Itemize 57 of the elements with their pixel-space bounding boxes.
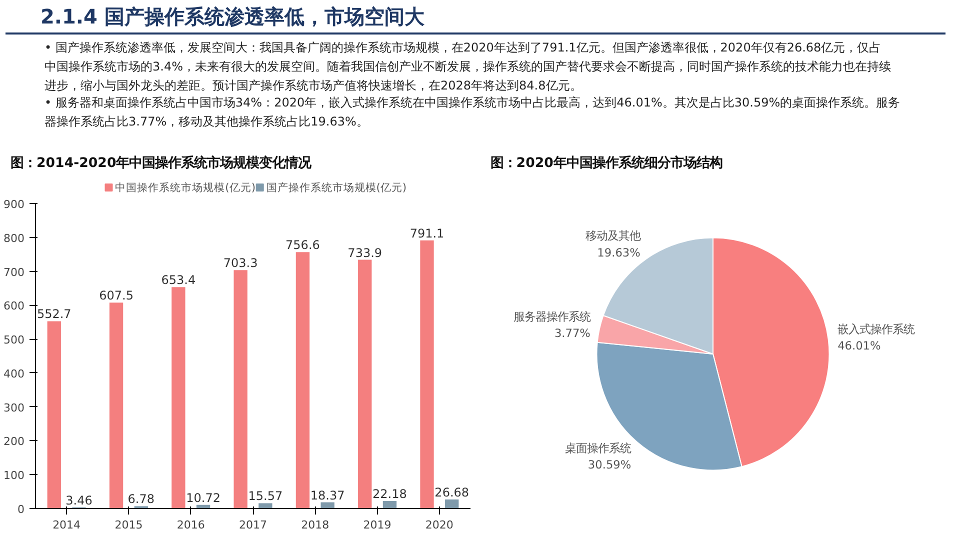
text: • 服务器和桌面操作系统占中国市场34%：2020年，嵌入式操作系统在中国操作系统市场中占比最高，达到46.01%。其次是占比30.59%的桌面操作系统。服务器操作系统占比3.77%，移动及其他操作系统占比19.63%。 — [44, 96, 900, 128]
data-label: 18.37 — [310, 488, 345, 502]
data-label: 756.6 — [286, 238, 320, 252]
x-tick-label: 2015 — [114, 518, 143, 532]
data-label: 22.18 — [372, 486, 407, 501]
data-label: 10.72 — [186, 490, 220, 505]
data-label: 733.9 — [348, 246, 382, 260]
chart-title: 图：2020年中国操作系统细分市场结构 — [490, 155, 722, 171]
data-label: 552.7 — [36, 307, 72, 322]
x-tick-label: 2016 — [176, 518, 205, 532]
slice-label: 服务器操作系统 — [513, 309, 590, 324]
slice-label: 移动及其他 — [585, 228, 640, 243]
y-tick-label: 200 — [4, 435, 25, 448]
data-label: 3.77% — [554, 326, 591, 340]
bar — [358, 260, 372, 508]
y-tick-label: 700 — [4, 266, 25, 279]
y-tick-label: 300 — [4, 401, 25, 414]
bar — [109, 302, 124, 508]
text: • 国产操作系统渗透率低，发展空间大：我国具备广阔的操作系统市场规模，在2020年达到了791.1亿元。但国产渗透率很低，2020年仅有26.68亿元，仅占中国操作系统市场的3.4%，未来有很大的发展空间。随着我国信创产业不断发展，操作系统的国产替代要求会不断提高，同时国产操作系统的技术能力也在持续进步，缩小与国外龙头的差距。预计国产操作系统市场产值将快速增长，在2028年将达到84.8亿元。 — [44, 40, 891, 92]
bar — [296, 252, 310, 508]
x-tick-label: 2017 — [239, 518, 268, 532]
y-tick-label: 100 — [4, 469, 25, 482]
bar — [47, 321, 61, 508]
chart-title: 图：2014-2020年中国操作系统市场规模变化情况 — [10, 155, 312, 171]
x-tick-label: 2019 — [363, 518, 392, 532]
slice-label: 桌面操作系统 — [565, 440, 632, 455]
bar — [420, 240, 434, 508]
data-label: 607.5 — [99, 288, 134, 303]
x-tick-label: 2018 — [301, 518, 330, 532]
data-label: 19.63% — [597, 245, 641, 260]
y-tick-label: 600 — [4, 300, 25, 313]
bar — [234, 270, 248, 508]
slice-label: 嵌入式操作系统 — [838, 322, 915, 336]
data-label: 703.3 — [223, 256, 258, 270]
x-tick-label: 2020 — [425, 518, 454, 532]
data-label: 791.1 — [410, 226, 444, 240]
bar — [320, 502, 334, 508]
bar — [445, 499, 459, 508]
data-label: 3.46 — [66, 493, 92, 508]
data-label: 15.57 — [248, 489, 283, 504]
data-label: 30.59% — [588, 458, 632, 472]
data-label: 653.4 — [161, 273, 196, 288]
y-tick-label: 400 — [4, 367, 25, 380]
bar — [258, 503, 272, 508]
bar — [172, 287, 186, 508]
legend-label: 国产操作系统市场规模(亿元) — [266, 181, 407, 194]
legend-label: 中国操作系统市场规模(亿元) — [115, 181, 256, 194]
text: 2.1.4 国产操作系统渗透率低，市场空间大 — [40, 4, 426, 28]
y-tick-label: 900 — [4, 198, 25, 211]
y-tick-label: 500 — [4, 334, 25, 347]
y-tick-label: 0 — [18, 503, 24, 516]
data-label: 26.68 — [434, 485, 470, 500]
y-tick-label: 800 — [4, 232, 25, 245]
data-label: 6.78 — [128, 492, 154, 506]
x-tick-label: 2014 — [52, 518, 81, 532]
bar — [382, 500, 397, 508]
data-label: 46.01% — [838, 338, 881, 353]
